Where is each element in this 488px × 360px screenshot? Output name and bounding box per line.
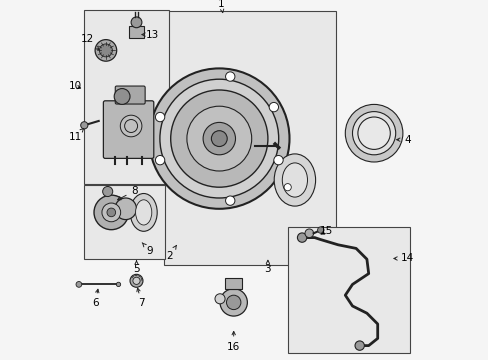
Circle shape (116, 282, 121, 287)
Text: 13: 13 (142, 30, 159, 40)
Circle shape (305, 229, 313, 238)
Circle shape (99, 44, 112, 57)
Bar (84, 185, 165, 259)
Circle shape (226, 295, 241, 310)
Circle shape (297, 233, 306, 242)
Text: 11: 11 (68, 129, 83, 142)
Circle shape (115, 198, 136, 220)
Circle shape (81, 122, 88, 129)
Text: 6: 6 (92, 289, 99, 309)
Bar (163, 11, 336, 265)
Circle shape (94, 195, 128, 230)
Text: 15: 15 (319, 226, 332, 237)
Bar (84, 10, 168, 184)
Circle shape (120, 115, 142, 137)
Circle shape (220, 289, 247, 316)
Circle shape (357, 117, 389, 149)
Text: 8: 8 (117, 186, 138, 200)
Text: 12: 12 (81, 34, 99, 50)
Circle shape (102, 203, 121, 222)
Text: 1: 1 (217, 0, 224, 13)
Circle shape (160, 79, 278, 198)
Circle shape (102, 186, 113, 197)
FancyBboxPatch shape (224, 278, 242, 289)
Text: 14: 14 (393, 253, 413, 264)
FancyBboxPatch shape (115, 86, 145, 104)
Text: 3: 3 (264, 260, 271, 274)
Circle shape (284, 184, 291, 191)
FancyBboxPatch shape (129, 26, 143, 38)
Ellipse shape (130, 193, 157, 231)
Circle shape (170, 90, 267, 187)
Circle shape (354, 341, 364, 350)
Text: 9: 9 (142, 243, 153, 256)
FancyBboxPatch shape (103, 101, 153, 158)
Circle shape (149, 68, 289, 209)
Circle shape (131, 17, 142, 28)
Circle shape (225, 196, 234, 205)
Circle shape (76, 282, 81, 287)
Circle shape (186, 106, 251, 171)
Circle shape (130, 274, 142, 287)
Circle shape (155, 112, 164, 122)
Circle shape (124, 120, 137, 132)
Text: 2: 2 (166, 246, 176, 261)
Ellipse shape (274, 154, 315, 206)
Text: 5: 5 (133, 261, 140, 274)
Text: 16: 16 (226, 332, 240, 352)
Circle shape (203, 122, 235, 155)
Circle shape (107, 208, 115, 217)
Circle shape (352, 112, 395, 155)
Circle shape (215, 294, 224, 304)
Text: 7: 7 (137, 288, 145, 309)
Circle shape (225, 72, 234, 81)
Circle shape (211, 131, 227, 147)
Text: 4: 4 (396, 135, 410, 145)
Circle shape (95, 40, 117, 61)
Ellipse shape (282, 163, 307, 197)
Circle shape (268, 102, 278, 112)
Circle shape (317, 227, 324, 233)
Text: 10: 10 (69, 81, 81, 91)
Bar (287, 227, 409, 353)
Circle shape (133, 277, 140, 284)
Circle shape (273, 156, 283, 165)
Circle shape (345, 104, 402, 162)
Circle shape (114, 89, 130, 104)
Circle shape (155, 156, 164, 165)
Ellipse shape (135, 200, 151, 225)
